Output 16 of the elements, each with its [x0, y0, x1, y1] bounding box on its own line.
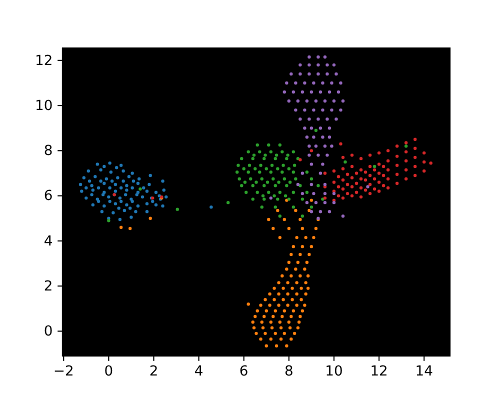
x-tick-label: 14 — [415, 364, 434, 380]
x-tick-label: 2 — [149, 364, 158, 380]
x-tick-label: 12 — [370, 364, 388, 380]
y-tick-label: 10 — [35, 98, 53, 114]
y-tick-label: 2 — [44, 278, 53, 294]
x-tick-label: 4 — [194, 364, 204, 380]
x-tick-label: 0 — [104, 364, 114, 380]
x-tick-label: −2 — [53, 364, 74, 380]
y-tick-label: 6 — [44, 188, 53, 204]
y-tick-label: 0 — [44, 324, 53, 340]
y-tick-label: 8 — [44, 143, 53, 160]
x-tick-label: 10 — [325, 364, 343, 380]
x-tick-label: 6 — [239, 364, 248, 380]
x-tick-label: 8 — [284, 364, 294, 380]
y-tick-label: 4 — [44, 233, 53, 250]
y-tick-label: 12 — [35, 52, 53, 69]
